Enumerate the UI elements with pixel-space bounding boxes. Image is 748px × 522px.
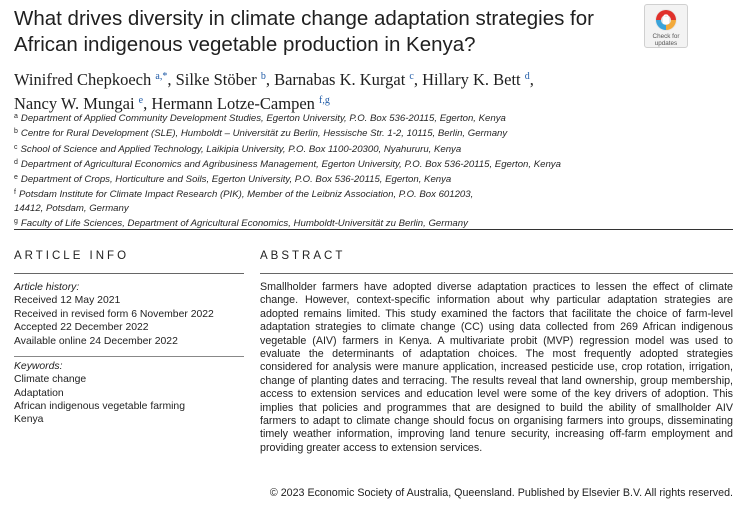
affiliation: d Department of Agricultural Economics an…	[14, 158, 561, 170]
history-item: Received in revised form 6 November 2022	[14, 308, 214, 320]
article-title: What drives diversity in climate change …	[14, 7, 594, 56]
history-item: Available online 24 December 2022	[14, 335, 178, 347]
copyright-notice: © 2023 Economic Society of Australia, Qu…	[269, 487, 733, 499]
author-affiliation-link[interactable]: e	[138, 95, 144, 106]
keyword: Climate change	[14, 374, 87, 386]
affiliation: c School of Science and Applied Technolog…	[14, 143, 462, 155]
abstract-text: Smallholder farmers have adopted diverse…	[260, 281, 733, 454]
affiliation: a Department of Applied Community Develop…	[14, 113, 506, 124]
author[interactable]: Silke Stöber b,	[175, 70, 275, 89]
author-affiliation-link[interactable]: a,*	[155, 71, 168, 82]
affiliation: f Potsdam Institute for Climate Impact Re…	[14, 189, 474, 214]
author[interactable]: Winifred Chepkoech a,*,	[14, 70, 176, 89]
author-affiliation-link[interactable]: f,g	[319, 95, 330, 106]
history-label: Article history:	[14, 282, 80, 293]
keyword: African indigenous vegetable farming	[14, 401, 185, 413]
badge-label: Check for updates	[652, 33, 680, 47]
affiliation: b Centre for Rural Development (SLE), Hum…	[14, 128, 508, 140]
author[interactable]: Hermann Lotze-Campen f,g	[151, 94, 330, 113]
article-info-heading: ARTICLE INFO	[14, 250, 130, 262]
keyword: Kenya	[14, 414, 44, 426]
affiliation: e Department of Crops, Horticulture and S…	[14, 174, 452, 186]
author-affiliation-link[interactable]: d	[524, 71, 530, 82]
affiliation: g Faculty of Life Sciences, Department of…	[14, 218, 468, 230]
divider	[260, 273, 733, 274]
check-for-updates-badge[interactable]: Check for updates	[644, 4, 688, 48]
author-affiliation-link[interactable]: c	[409, 71, 414, 82]
history-item: Received 12 May 2021	[14, 295, 121, 307]
divider	[14, 356, 244, 357]
keyword: Adaptation	[14, 387, 64, 399]
keywords-label: Keywords:	[14, 360, 63, 372]
divider	[14, 273, 244, 274]
article-info: Article history: Received 12 May 2021 Re…	[14, 281, 244, 427]
abstract-heading: ABSTRACT	[260, 250, 346, 262]
history-item: Accepted 22 December 2022	[14, 322, 149, 334]
check-for-updates-icon	[655, 9, 677, 31]
author[interactable]: Nancy W. Mungai e,	[14, 94, 152, 113]
author-affiliation-link[interactable]: b	[260, 71, 266, 82]
author[interactable]: Hillary K. Bett d,	[422, 70, 534, 89]
affiliation-list: a Department of Applied Community Develop…	[14, 110, 624, 230]
author-list: Winifred Chepkoech a,*, Silke Stöber b, …	[14, 66, 624, 114]
divider	[14, 229, 733, 230]
author[interactable]: Barnabas K. Kurgat c,	[274, 70, 423, 89]
